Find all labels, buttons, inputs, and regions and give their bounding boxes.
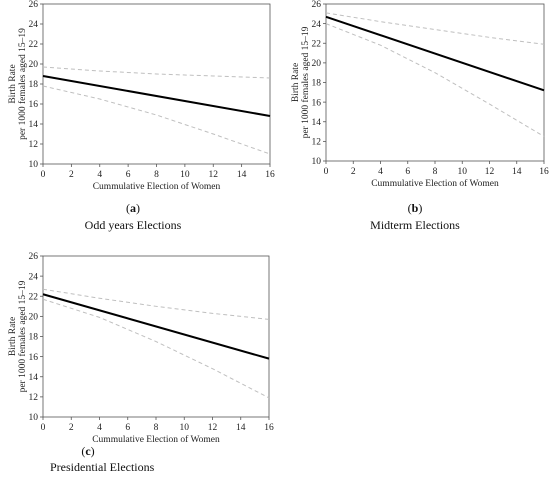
y-tick-label: 10	[312, 157, 322, 167]
panel-letter-a: (a)	[126, 201, 140, 215]
y-tick-label: 10	[29, 160, 39, 170]
y-tick-label: 22	[29, 292, 39, 302]
x-tick-label: 4	[97, 423, 102, 433]
y-tick-label: 26	[312, 0, 322, 10]
y-axis-label: Birth Rate per 1000 females aged 15–19	[8, 280, 28, 392]
ci-upper-line-c	[42, 288, 270, 320]
y-tick-label: 20	[29, 60, 39, 70]
y-axis-label-line: Birth Rate	[8, 317, 18, 356]
fitted-line-a	[42, 75, 271, 117]
y-tick-label: 22	[29, 40, 39, 50]
fitted-line-c	[42, 293, 270, 360]
y-tick-label: 20	[29, 313, 39, 323]
x-tick-label: 8	[154, 170, 159, 180]
x-tick-label: 8	[154, 423, 159, 433]
y-axis-label: Birth Rate per 1000 females aged 15–19	[291, 26, 311, 138]
x-tick-label: 16	[265, 170, 275, 180]
x-axis-label: Cummulative Election of Women	[93, 181, 221, 192]
y-tick-label: 16	[29, 100, 39, 110]
y-axis-label-line: Birth Rate	[8, 64, 18, 103]
panel-b: 0 2 4 6 8 10 12 14 16101214161820222426Cummulati…	[291, 0, 549, 232]
ci-lower-line-c	[42, 298, 270, 399]
fitted-line-b	[325, 15, 545, 92]
x-tick-label: 0	[41, 170, 46, 180]
y-tick-label: 12	[29, 393, 39, 403]
x-tick-label: 6	[126, 170, 131, 180]
panel-caption-a: Odd years Elections	[85, 218, 182, 232]
y-tick-label: 26	[29, 0, 39, 10]
x-tick-label: 2	[351, 167, 356, 177]
x-tick-label: 10	[180, 423, 190, 433]
ci-upper-line-a	[42, 66, 271, 79]
y-tick-label: 10	[29, 413, 39, 423]
x-tick-label: 2	[69, 170, 74, 180]
panel-a: 0 2 4 6 8 10 12 14 16101214161820222426Cummulati…	[8, 0, 275, 232]
y-tick-label: 14	[29, 120, 39, 130]
x-tick-label: 10	[180, 170, 190, 180]
x-tick-label: 14	[236, 423, 246, 433]
y-tick-label: 24	[312, 20, 322, 30]
y-tick-label: 20	[312, 59, 322, 69]
y-axis-label: Birth Rate per 1000 females aged 15–19	[8, 28, 28, 140]
x-tick-label: 12	[485, 167, 495, 177]
x-tick-label: 14	[512, 167, 522, 177]
x-tick-label: 8	[433, 167, 438, 177]
y-tick-label: 22	[312, 39, 322, 49]
y-tick-label: 24	[29, 272, 39, 282]
x-tick-label: 2	[69, 423, 74, 433]
x-tick-label: 12	[209, 170, 219, 180]
panel-c: 0 2 4 6 8 10 12 14 16101214161820222426Cummulati…	[8, 252, 274, 474]
panel-caption-c: Presidential Elections	[50, 460, 155, 474]
y-tick-label: 18	[29, 333, 39, 343]
y-tick-label: 18	[29, 80, 39, 90]
x-tick-label: 4	[378, 167, 383, 177]
y-axis-label-line: per 1000 females aged 15–19	[17, 280, 28, 392]
y-tick-label: 14	[312, 118, 322, 128]
x-axis-label: Cummulative Election of Women	[92, 434, 220, 445]
x-tick-label: 0	[324, 167, 329, 177]
panel-caption-b: Midterm Elections	[370, 218, 460, 232]
y-tick-label: 12	[29, 140, 39, 150]
y-axis-label-line: per 1000 females aged 15–19	[17, 28, 28, 140]
y-axis-label-line: per 1000 females aged 15–19	[300, 26, 311, 138]
plot-frame-c	[42, 255, 270, 418]
x-tick-label: 10	[458, 167, 468, 177]
x-tick-label: 12	[208, 423, 218, 433]
x-axis-label: Cummulative Election of Women	[371, 178, 499, 189]
y-tick-label: 16	[29, 353, 39, 363]
y-tick-label: 18	[312, 79, 322, 89]
y-tick-label: 12	[312, 138, 322, 148]
y-tick-label: 24	[29, 20, 39, 30]
ci-lower-line-b	[325, 23, 545, 137]
ci-lower-line-a	[42, 85, 271, 155]
ci-upper-line-b	[325, 12, 545, 45]
x-tick-label: 4	[97, 170, 102, 180]
y-tick-label: 26	[29, 252, 39, 262]
panel-letter-c: (c)	[81, 444, 94, 458]
panel-letter-b: (b)	[408, 201, 423, 215]
x-tick-label: 16	[264, 423, 274, 433]
x-tick-label: 14	[237, 170, 247, 180]
x-tick-label: 6	[405, 167, 410, 177]
y-tick-label: 14	[29, 373, 39, 383]
x-tick-label: 16	[539, 167, 549, 177]
y-tick-label: 16	[312, 98, 322, 108]
y-axis-label-line: Birth Rate	[291, 63, 301, 102]
x-tick-label: 0	[41, 423, 46, 433]
plot-frame-a	[42, 3, 271, 165]
x-tick-label: 6	[125, 423, 130, 433]
